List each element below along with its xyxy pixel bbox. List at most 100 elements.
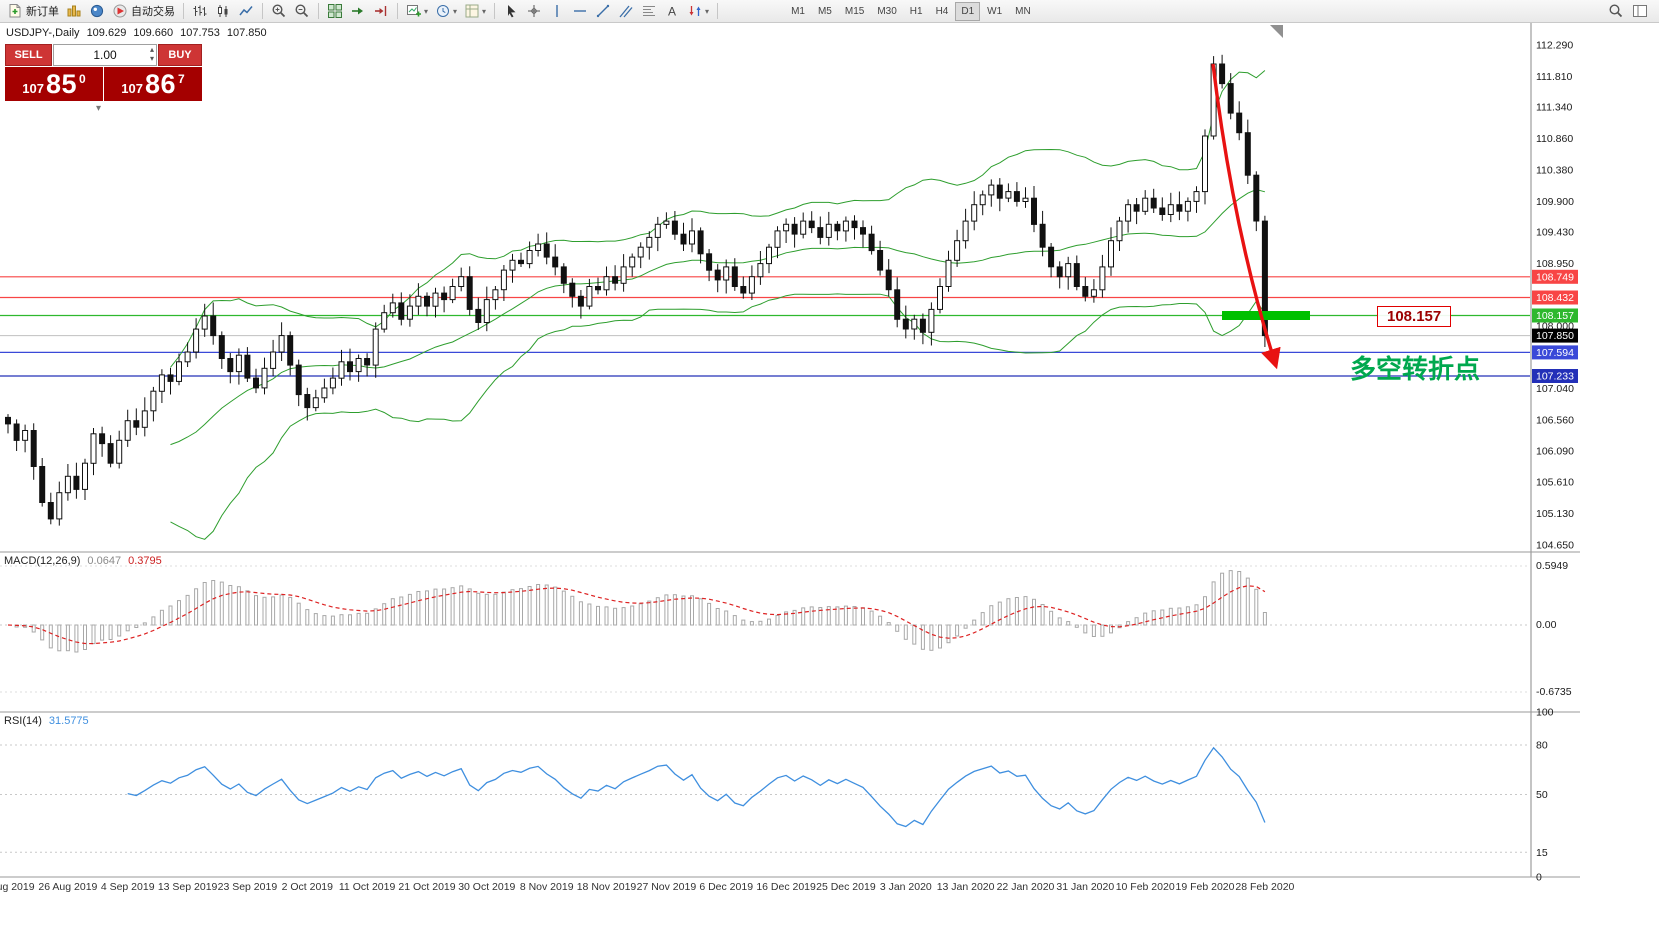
buy-price-display[interactable]: 107 86 7 xyxy=(104,67,202,101)
svg-text:109.900: 109.900 xyxy=(1536,196,1574,208)
svg-text:2 Oct 2019: 2 Oct 2019 xyxy=(282,881,334,893)
tf-button-h1[interactable]: H1 xyxy=(904,2,929,21)
macd-header: MACD(12,26,9) 0.0647 0.3795 xyxy=(4,555,162,567)
search-button[interactable] xyxy=(1605,1,1627,21)
new-chart-button[interactable]: ▾ xyxy=(403,1,431,21)
svg-text:105.610: 105.610 xyxy=(1536,477,1574,489)
volume-input[interactable]: 1.00 ▴ ▾ xyxy=(53,44,157,66)
tf-button-w1[interactable]: W1 xyxy=(981,2,1008,21)
vertical-line-icon xyxy=(556,5,558,17)
svg-text:0: 0 xyxy=(1536,872,1542,884)
main-toolbar: 新订单 自动交易 ▾ ▾ ▾ xyxy=(0,0,1659,23)
one-click-trading-panel: SELL 1.00 ▴ ▾ BUY 107 85 0 107 86 7 ▾ xyxy=(5,44,202,114)
tile-windows-button[interactable] xyxy=(324,1,346,21)
chevron-down-icon: ▾ xyxy=(453,6,458,16)
new-order-icon xyxy=(9,4,21,18)
crosshair-icon xyxy=(528,5,541,17)
period-clock-icon xyxy=(437,5,450,17)
timeframe-toolbar: M1 M5 M15 M30 H1 H4 D1 W1 MN xyxy=(785,1,1037,21)
tf-button-m1[interactable]: M1 xyxy=(785,2,811,21)
tf-button-m5[interactable]: M5 xyxy=(812,2,838,21)
trade-panel-collapse-handle[interactable]: ▾ xyxy=(96,103,102,114)
horizontal-line-button[interactable] xyxy=(569,1,591,21)
candlestick-chart-button[interactable] xyxy=(212,1,234,21)
spinner-down-icon[interactable]: ▾ xyxy=(149,54,154,63)
svg-text:107.040: 107.040 xyxy=(1536,383,1574,395)
tf-button-m30[interactable]: M30 xyxy=(871,2,902,21)
svg-text:3 Jan 2020: 3 Jan 2020 xyxy=(880,881,932,893)
text-button[interactable]: A xyxy=(661,1,683,21)
fibonacci-icon xyxy=(643,6,656,16)
auto-scroll-button[interactable] xyxy=(347,1,369,21)
svg-text:0.00: 0.00 xyxy=(1536,619,1557,631)
trendline-icon xyxy=(596,4,610,18)
auto-scroll-icon xyxy=(352,7,363,15)
tf-button-h4[interactable]: H4 xyxy=(930,2,955,21)
market-watch-icon xyxy=(67,5,81,17)
new-order-button[interactable]: 新订单 xyxy=(4,1,62,21)
sell-button[interactable]: SELL xyxy=(5,44,52,66)
svg-text:100: 100 xyxy=(1536,707,1554,719)
macd-label: MACD(12,26,9) xyxy=(4,555,81,567)
bars-chart-button[interactable] xyxy=(189,1,211,21)
chart-shift-button[interactable] xyxy=(370,1,392,21)
buy-button[interactable]: BUY xyxy=(158,44,202,66)
svg-text:11 Oct 2019: 11 Oct 2019 xyxy=(339,881,396,893)
template-icon xyxy=(465,4,479,18)
svg-text:31 Jan 2020: 31 Jan 2020 xyxy=(1056,881,1114,893)
toolbar-right-group xyxy=(1605,1,1651,21)
spinner-up-icon[interactable]: ▴ xyxy=(149,45,154,54)
chevron-down-icon: ▾ xyxy=(482,6,487,16)
template-button[interactable]: ▾ xyxy=(461,1,489,21)
svg-text:107.233: 107.233 xyxy=(1536,371,1574,383)
tf-button-m15[interactable]: M15 xyxy=(839,2,870,21)
chevron-down-icon: ▾ xyxy=(424,6,429,16)
fibonacci-button[interactable] xyxy=(638,1,660,21)
svg-text:111.810: 111.810 xyxy=(1536,71,1573,83)
sell-price-big: 85 xyxy=(45,68,78,99)
toolbar-separator xyxy=(494,3,496,19)
svg-text:22 Jan 2020: 22 Jan 2020 xyxy=(997,881,1055,893)
svg-text:25 Dec 2019: 25 Dec 2019 xyxy=(816,881,876,893)
zoom-out-button[interactable] xyxy=(291,1,313,21)
layout-button[interactable] xyxy=(1629,1,1651,21)
price-callout-label[interactable]: 108.157 xyxy=(1377,306,1452,327)
new-chart-icon xyxy=(407,5,421,17)
tile-windows-icon xyxy=(328,4,342,18)
period-button[interactable]: ▾ xyxy=(432,1,460,21)
profiles-button[interactable] xyxy=(86,1,108,21)
turning-point-note[interactable]: 多空转折点 xyxy=(1350,354,1481,384)
line-chart-icon xyxy=(239,6,253,16)
buy-price-sup: 7 xyxy=(178,71,185,86)
high-value: 109.660 xyxy=(133,27,174,39)
crosshair-button[interactable] xyxy=(523,1,545,21)
svg-text:21 Oct 2019: 21 Oct 2019 xyxy=(398,881,455,893)
market-watch-button[interactable] xyxy=(63,1,85,21)
bars-chart-icon xyxy=(193,5,207,16)
auto-trading-button[interactable]: 自动交易 xyxy=(109,1,178,21)
trendline-button[interactable] xyxy=(592,1,614,21)
channel-button[interactable] xyxy=(615,1,637,21)
tf-button-d1[interactable]: D1 xyxy=(955,1,981,21)
buy-price-small: 107 xyxy=(121,81,143,96)
svg-text:107.594: 107.594 xyxy=(1536,347,1574,359)
rsi-header: RSI(14) 31.5775 xyxy=(4,715,89,727)
toolbar-separator xyxy=(262,3,263,19)
volume-spinner[interactable]: ▴ ▾ xyxy=(150,45,154,63)
sell-price-sup: 0 xyxy=(79,71,86,86)
svg-text:16 Dec 2019: 16 Dec 2019 xyxy=(756,881,816,893)
line-chart-button[interactable] xyxy=(235,1,257,21)
svg-text:106.090: 106.090 xyxy=(1536,445,1574,457)
close-value: 107.850 xyxy=(226,27,267,39)
cursor-button[interactable] xyxy=(500,1,522,21)
arrows-button[interactable]: ▾ xyxy=(684,1,712,21)
svg-text:23 Sep 2019: 23 Sep 2019 xyxy=(218,881,278,893)
candlestick-chart-icon xyxy=(218,5,228,17)
vertical-line-button[interactable] xyxy=(546,1,568,21)
rsi-value: 31.5775 xyxy=(48,715,89,727)
tf-button-mn[interactable]: MN xyxy=(1009,2,1037,21)
sell-price-display[interactable]: 107 85 0 xyxy=(5,67,103,101)
volume-value: 1.00 xyxy=(93,48,117,62)
zoom-in-button[interactable] xyxy=(268,1,290,21)
